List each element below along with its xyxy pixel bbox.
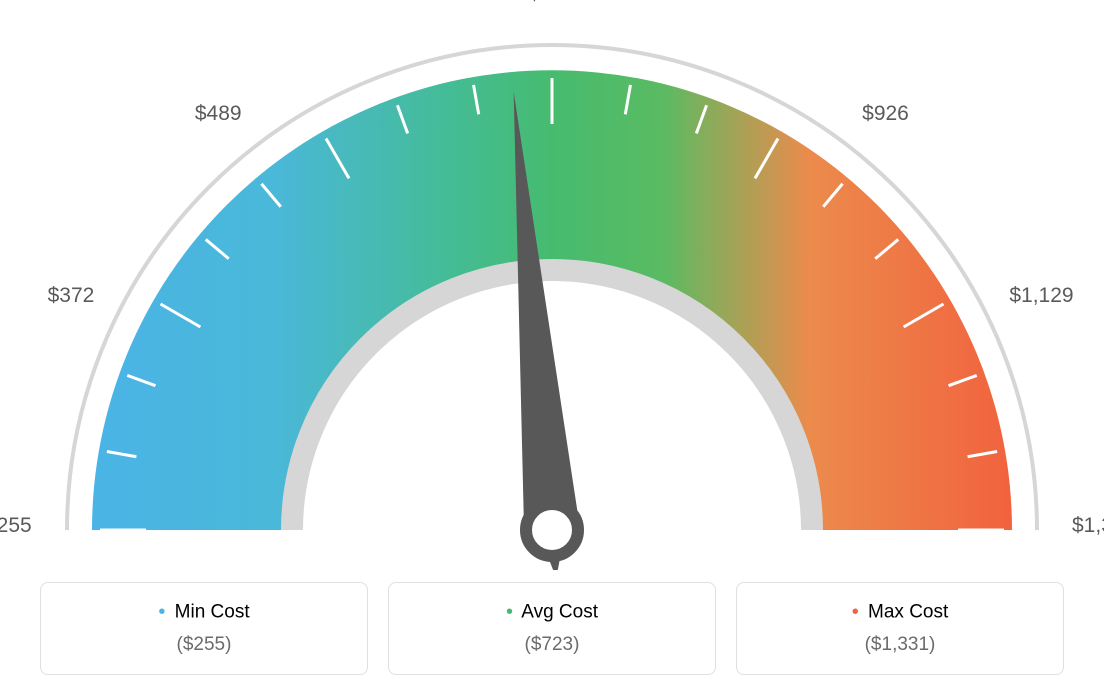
gauge-tick-label: $723	[529, 0, 576, 6]
gauge-tick-label: $1,129	[1009, 284, 1073, 308]
legend-value-min: ($255)	[53, 634, 355, 656]
dot-icon: •	[158, 601, 165, 623]
legend-row: • Min Cost ($255) • Avg Cost ($723) • Ma…	[40, 582, 1064, 675]
legend-label-text: Avg Cost	[521, 602, 598, 623]
legend-card-max: • Max Cost ($1,331)	[736, 582, 1064, 675]
gauge-tick-label: $926	[862, 102, 909, 126]
dot-icon: •	[506, 601, 513, 623]
gauge-svg	[0, 0, 1104, 570]
gauge-tick-label: $372	[48, 284, 95, 308]
gauge-tick-label: $489	[195, 102, 242, 126]
legend-value-max: ($1,331)	[749, 634, 1051, 656]
gauge-tick-label: $1,331	[1072, 514, 1104, 538]
legend-value-avg: ($723)	[401, 634, 703, 656]
legend-label-max: • Max Cost	[749, 601, 1051, 624]
legend-label-avg: • Avg Cost	[401, 601, 703, 624]
gauge-area: $255 $372 $489 $723 $926 $1,129 $1,331	[0, 0, 1104, 570]
dot-icon: •	[852, 601, 859, 623]
gauge-tick-label: $255	[0, 514, 32, 538]
legend-label-text: Min Cost	[175, 602, 250, 623]
legend-card-min: • Min Cost ($255)	[40, 582, 368, 675]
legend-label-min: • Min Cost	[53, 601, 355, 624]
chart-container: $255 $372 $489 $723 $926 $1,129 $1,331 • Min C…	[0, 0, 1104, 690]
legend-label-text: Max Cost	[868, 602, 948, 623]
legend-card-avg: • Avg Cost ($723)	[388, 582, 716, 675]
